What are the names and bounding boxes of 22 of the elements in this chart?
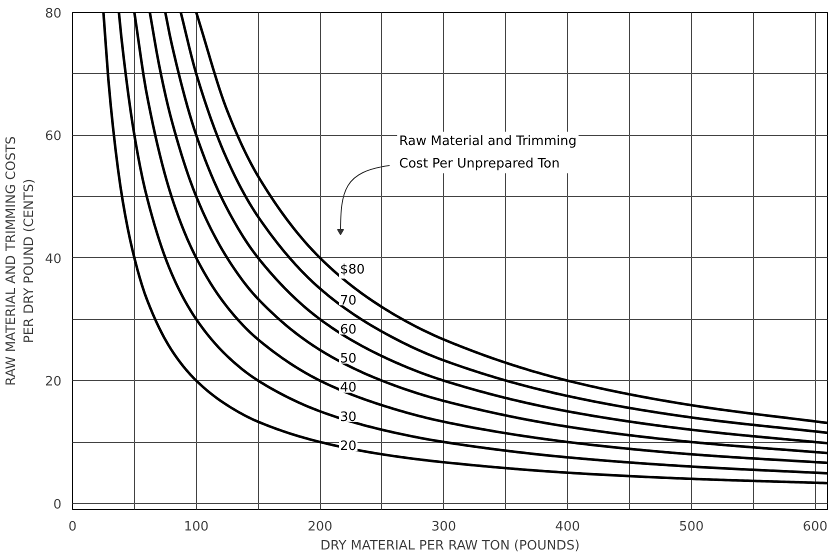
series-label: 60 — [340, 322, 357, 338]
x-axis-title: DRY MATERIAL PER RAW TON (POUNDS) — [320, 538, 580, 554]
y-tick-label: 20 — [44, 374, 62, 390]
x-tick-label: 200 — [308, 520, 332, 534]
y-tick-label: 60 — [44, 129, 62, 144]
y-tick-label: 0 — [53, 497, 62, 512]
x-tick-label: 400 — [555, 520, 580, 534]
series-label: $80 — [340, 262, 365, 278]
series-label: 20 — [340, 439, 357, 454]
series-label: 50 — [340, 352, 357, 367]
x-tick-label: 600 — [802, 520, 828, 534]
y-axis-title: RAW MATERIAL AND TRIMMING COSTS PER DRY POUND (CENTS) — [4, 136, 37, 386]
series-label: 70 — [340, 293, 357, 308]
x-tick-label: 100 — [184, 520, 209, 534]
y-tick-label: 40 — [44, 252, 62, 267]
series-label: 30 — [340, 410, 357, 425]
x-tick-label: 0 — [68, 520, 77, 534]
annotation: Raw Material and Trimming Cost Per Unprepared Ton — [399, 134, 577, 172]
y-tick-label: 80 — [44, 6, 62, 22]
x-tick-label: 500 — [678, 520, 704, 534]
x-tick-label: 300 — [431, 520, 456, 534]
series-label: 40 — [340, 380, 357, 396]
